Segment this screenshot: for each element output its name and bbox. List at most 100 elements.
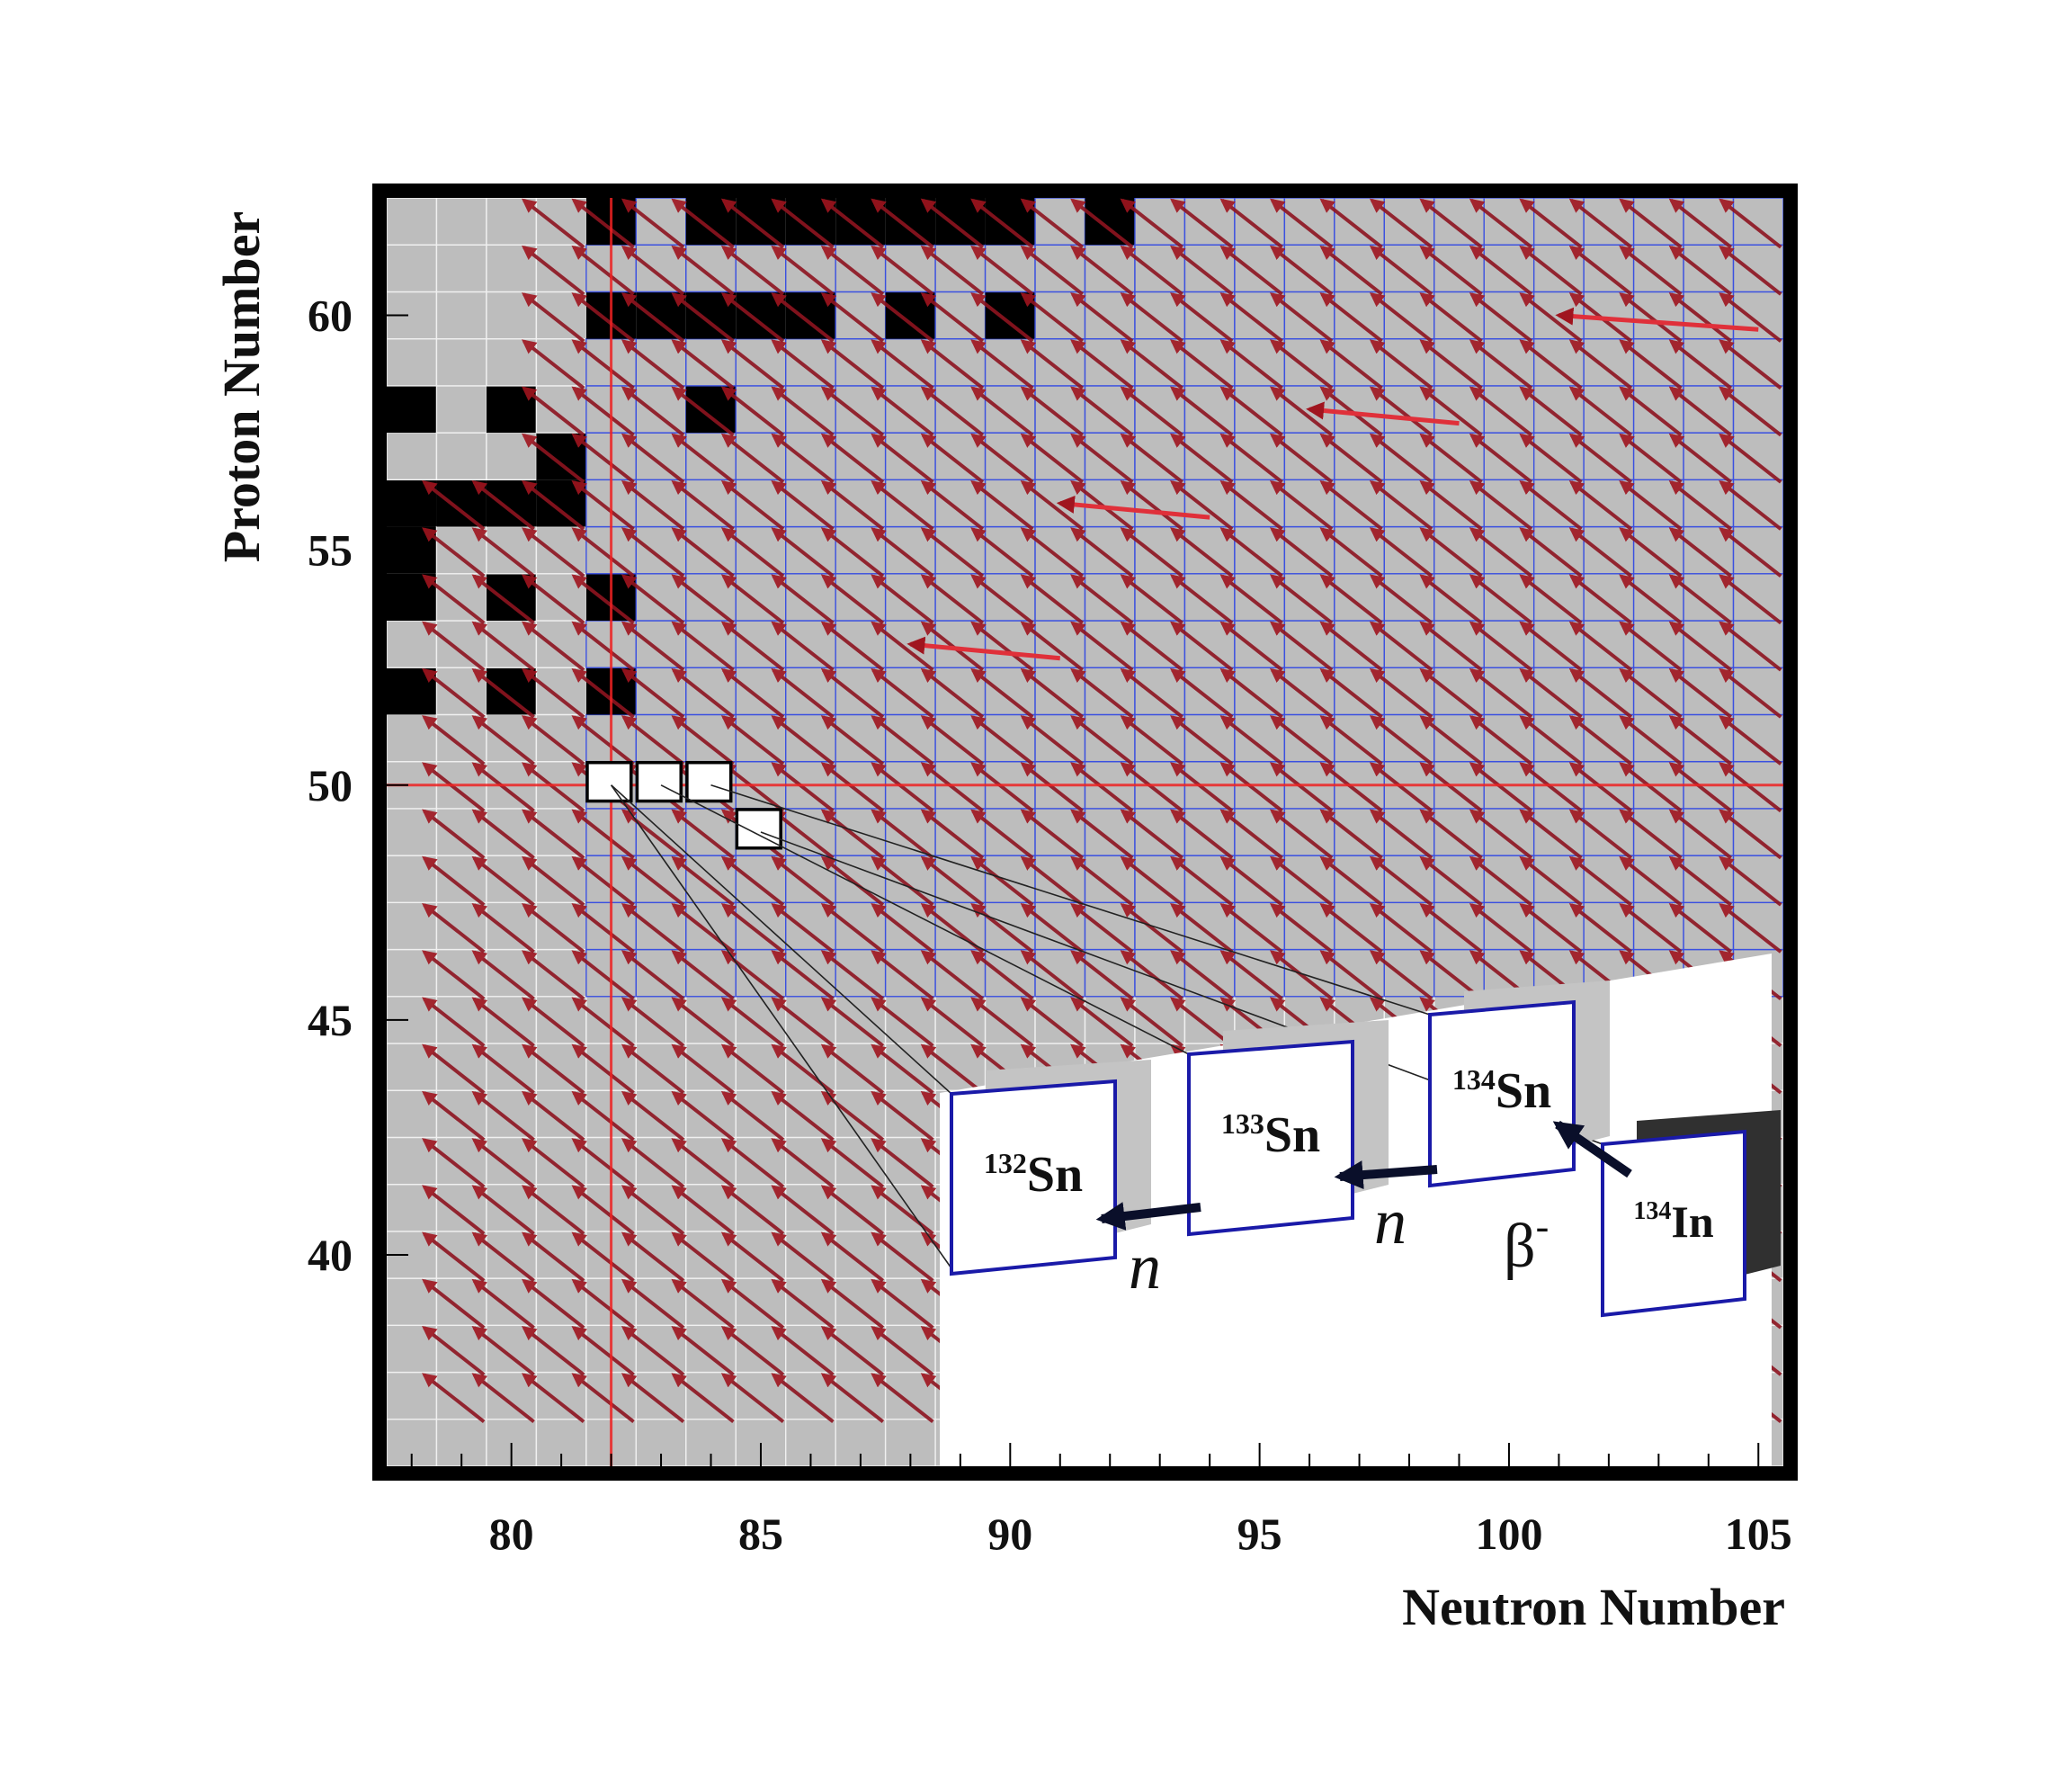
flow-arrow <box>720 997 785 1048</box>
x-tick-label: 90 <box>987 1509 1032 1559</box>
x-tick-label: 80 <box>489 1509 534 1559</box>
flow-arrow <box>1070 433 1134 484</box>
flow-arrow <box>720 855 785 907</box>
flow-arrow <box>1269 621 1334 672</box>
flow-arrow <box>1619 855 1683 907</box>
nuclide-cell <box>685 1277 737 1327</box>
flow-arrow <box>621 1231 685 1283</box>
flow-arrow <box>1469 902 1533 954</box>
flow-arrow <box>1219 950 1283 1000</box>
flow-arrow <box>1419 715 1483 766</box>
flow-arrow <box>1519 245 1583 296</box>
flow-arrow <box>471 1325 535 1376</box>
flow-arrow <box>1020 667 1084 719</box>
flow-arrow <box>1219 902 1283 954</box>
nuclide-cell <box>1583 713 1635 763</box>
flow-arrow <box>471 621 535 672</box>
nuclide-cell <box>1732 808 1783 856</box>
flow-arrow <box>671 997 735 1048</box>
flow-arrow <box>571 1325 635 1376</box>
flow-arrow <box>1120 715 1183 766</box>
flow-arrow <box>1419 621 1483 672</box>
flow-arrow <box>1120 198 1183 249</box>
flow-arrow <box>920 245 985 296</box>
flow-arrow <box>1619 621 1683 672</box>
flow-arrow <box>1419 527 1483 578</box>
flow-arrow <box>621 1043 685 1095</box>
flow-arrow <box>970 715 1034 766</box>
flow-arrow <box>1020 621 1084 672</box>
flow-arrow <box>422 855 486 907</box>
flow-arrow <box>1469 245 1533 296</box>
flow-arrow <box>771 386 835 437</box>
flow-arrow <box>1619 902 1683 954</box>
flow-arrow <box>771 433 835 484</box>
flow-arrow <box>522 339 585 390</box>
flow-arrow <box>771 1185 835 1236</box>
flow-arrow <box>1170 386 1234 437</box>
flow-arrow <box>671 292 735 343</box>
nuclide-cell <box>1732 620 1783 668</box>
nuclide-cell <box>387 337 438 387</box>
flow-arrow <box>522 1278 585 1330</box>
flow-arrow <box>720 1231 785 1283</box>
flow-arrow <box>1568 386 1633 437</box>
flow-arrow <box>522 997 585 1048</box>
flow-arrow <box>422 621 486 672</box>
flow-arrow <box>1070 621 1134 672</box>
flow-arrow <box>771 527 835 578</box>
flow-arrow <box>1269 479 1334 531</box>
flow-arrow <box>571 1278 635 1330</box>
flow-arrow <box>871 621 934 672</box>
flow-arrow <box>1469 433 1533 484</box>
flow-arrow <box>1568 433 1633 484</box>
flow-arrow <box>1170 621 1234 672</box>
flow-arrow <box>970 855 1034 907</box>
flow-arrow <box>621 1090 685 1142</box>
flow-arrow <box>471 574 535 625</box>
flow-arrow <box>820 527 885 578</box>
flow-arrow <box>471 809 535 860</box>
flow-arrow <box>1020 198 1084 249</box>
flow-arrow <box>820 855 885 907</box>
nuclide-cell <box>387 198 438 246</box>
flow-arrow <box>1319 198 1383 249</box>
flow-arrow <box>820 1373 885 1423</box>
flow-arrow <box>1619 574 1683 625</box>
flow-arrow <box>1619 809 1683 860</box>
flow-arrow <box>422 479 486 531</box>
flow-arrow <box>1120 762 1183 813</box>
flow-arrow <box>771 667 835 719</box>
flow-arrow <box>1020 339 1084 390</box>
flow-arrow <box>571 245 635 296</box>
flow-arrow <box>1469 198 1533 249</box>
flow-arrow <box>671 667 735 719</box>
flow-arrow <box>920 292 985 343</box>
flow-arrow <box>1319 902 1383 954</box>
flow-arrow <box>1120 621 1183 672</box>
flow-arrow <box>571 386 635 437</box>
flow-arrow <box>1369 950 1433 1000</box>
flow-arrow <box>820 433 885 484</box>
flow-arrow <box>1568 902 1633 954</box>
flow-arrow <box>920 809 985 860</box>
flow-arrow <box>571 292 635 343</box>
flow-arrow <box>771 198 835 249</box>
flow-arrow <box>720 1278 785 1330</box>
flow-arrow <box>871 762 934 813</box>
flow-arrow <box>1419 245 1483 296</box>
flow-arrow <box>1469 386 1533 437</box>
flow-arrow <box>871 1138 934 1188</box>
flow-arrow <box>1020 386 1084 437</box>
flow-arrow <box>1070 574 1134 625</box>
flow-arrow <box>1269 527 1334 578</box>
flow-arrow <box>522 1090 585 1142</box>
flow-arrow <box>671 574 735 625</box>
flow-arrow <box>1319 762 1383 813</box>
flow-arrow <box>1219 339 1283 390</box>
nuclide-cell <box>1732 855 1783 904</box>
flow-arrow <box>621 1373 685 1423</box>
flow-arrow <box>1170 997 1234 1048</box>
flow-arrow <box>571 1043 635 1095</box>
flow-arrow <box>1319 855 1383 907</box>
